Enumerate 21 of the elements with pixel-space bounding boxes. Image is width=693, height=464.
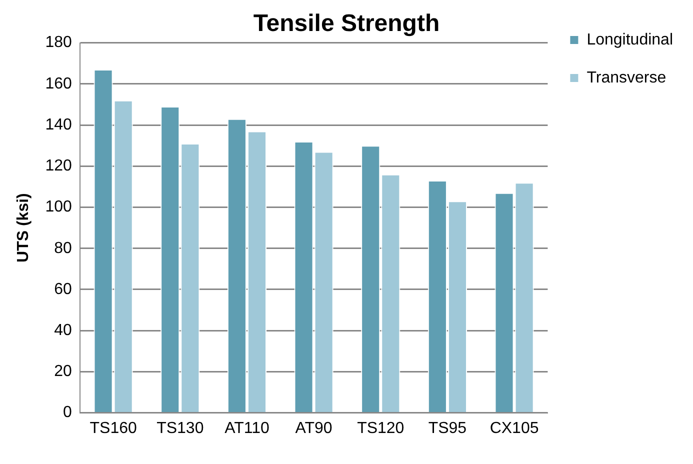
y-tick-label: 100	[45, 198, 72, 216]
x-tick-label: AT90	[295, 420, 332, 437]
x-tick-label: TS130	[156, 420, 204, 437]
y-tick-label: 60	[54, 280, 72, 298]
chart-title: Tensile Strength	[253, 10, 440, 38]
y-tick-label: 140	[45, 116, 72, 134]
y-axis-title: UTS (ksi)	[15, 193, 32, 262]
y-tick-label: 180	[45, 34, 72, 52]
y-tick-label: 0	[62, 404, 72, 422]
y-tick-label: 160	[45, 75, 72, 92]
x-tick-label: CX105	[490, 420, 539, 437]
y-tick-label: 120	[45, 158, 72, 175]
legend-label: Transverse	[586, 69, 666, 86]
y-tick-label: 20	[54, 363, 72, 380]
legend-label: Longitudinal	[586, 31, 673, 48]
y-tick-label: 80	[54, 240, 72, 257]
x-tick-label: TS95	[428, 420, 467, 437]
x-tick-label: TS160	[90, 420, 137, 437]
x-tick-label: AT110	[224, 420, 270, 437]
y-tick-label: 40	[54, 322, 72, 339]
x-tick-label: TS120	[357, 420, 404, 437]
